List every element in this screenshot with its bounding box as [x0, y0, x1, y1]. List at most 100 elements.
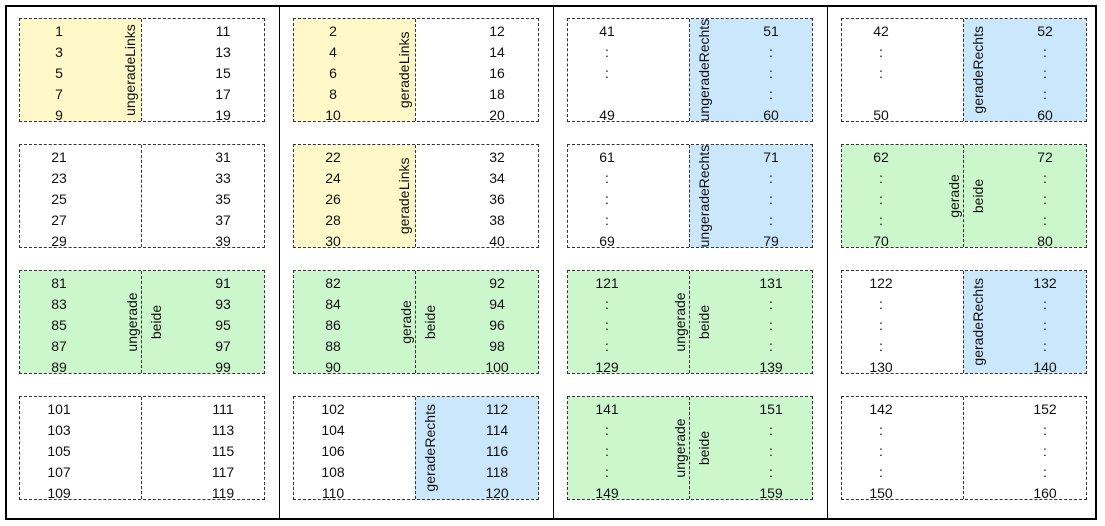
- number-cell: 119: [211, 485, 235, 501]
- side-label: beide: [696, 430, 712, 466]
- number-cell: 3: [55, 44, 63, 60]
- number-cell: 60: [763, 107, 779, 123]
- number-cell: 51: [763, 23, 779, 39]
- number-cell: 160: [1033, 485, 1057, 501]
- number-cell: :: [769, 44, 773, 60]
- number-cell: 6: [329, 65, 337, 81]
- block-right-half: 152:::160: [963, 397, 1086, 501]
- number-cell: 130: [869, 359, 893, 375]
- number-cell: 8: [329, 86, 337, 102]
- number-cell: 117: [211, 464, 235, 480]
- block-left-half: 42:: 50: [842, 19, 964, 123]
- block-right-half: 71:::79 ungerade Rechts: [689, 145, 812, 249]
- number-cell: 25: [51, 191, 67, 207]
- number-cell: 92: [489, 275, 505, 291]
- number-cell: :: [769, 338, 773, 354]
- block-left-half: 21 23 25 27 29: [20, 145, 142, 249]
- number-cell: 105: [47, 443, 71, 459]
- number-cell: 1: [55, 23, 63, 39]
- number-cell: 159: [759, 485, 783, 501]
- number-cell: 33: [215, 170, 231, 186]
- vertical-label: gerade Rechts: [970, 26, 986, 113]
- vertical-label: gerade Rechts: [422, 404, 438, 491]
- left-number-column: 141:::149: [592, 399, 622, 504]
- number-cell: :: [1043, 65, 1047, 81]
- number-cell: :: [605, 170, 609, 186]
- number-cell: 121: [595, 275, 619, 291]
- number-cell: 5: [55, 65, 63, 81]
- number-cell: 81: [51, 275, 67, 291]
- number-cell: :: [769, 464, 773, 480]
- number-cell: :: [605, 212, 609, 228]
- right-number-column: 12 14 16 18 20: [480, 21, 514, 126]
- number-cell: :: [769, 443, 773, 459]
- right-number-column: 71:::79: [754, 147, 788, 252]
- number-cell: :: [1043, 86, 1047, 102]
- block-right-half: 72:::80 beide: [963, 145, 1086, 249]
- side-label: beide: [970, 178, 986, 214]
- number-cell: 29: [51, 233, 67, 249]
- right-number-column: 72:::80: [1028, 147, 1062, 252]
- number-cell: [605, 84, 609, 105]
- number-cell: 95: [215, 317, 231, 333]
- number-cell: 110: [321, 485, 345, 501]
- number-cell: 50: [873, 107, 889, 123]
- block-left-half: 81 83 85 87 89 ungerade: [20, 271, 142, 375]
- block-left-half: 141:::149 ungerade: [568, 397, 690, 501]
- side-label: Rechts: [970, 26, 986, 70]
- left-number-column: 1 3 5 7 9: [44, 21, 74, 126]
- number-cell: 108: [321, 464, 345, 480]
- number-cell: :: [1043, 191, 1047, 207]
- number-cell: 96: [489, 317, 505, 333]
- number-cell: :: [879, 296, 883, 312]
- side-label-box: beide: [696, 431, 712, 465]
- number-cell: 4: [329, 44, 337, 60]
- number-cell: 18: [489, 86, 505, 102]
- side-label: Rechts: [422, 404, 438, 448]
- number-cell: :: [879, 464, 883, 480]
- number-cell: 14: [489, 44, 505, 60]
- number-cell: 142: [869, 401, 893, 417]
- number-cell: 97: [215, 338, 231, 354]
- number-cell: 132: [1033, 275, 1057, 291]
- number-cell: 120: [485, 485, 509, 501]
- parity-label: gerade: [396, 190, 412, 235]
- number-block: 141:::149 ungerade 151:::159 beide: [567, 396, 813, 501]
- number-cell: 83: [51, 296, 67, 312]
- number-block: 81 83 85 87 89 ungerade 91 93 95 97 99 beide: [19, 270, 265, 375]
- number-cell: 101: [47, 401, 71, 417]
- number-cell: 17: [215, 86, 231, 102]
- block-right-half: 11 13 15 17 19: [141, 19, 264, 123]
- number-cell: :: [879, 212, 883, 228]
- number-cell: 140: [1033, 359, 1057, 375]
- parity-label-box: gerade: [946, 174, 962, 218]
- block-left-half: 2 4 6 8 10 gerade Links: [294, 19, 416, 123]
- column-divider: [279, 5, 280, 520]
- parity-label: ungerade: [122, 56, 138, 116]
- number-cell: :: [1043, 464, 1047, 480]
- number-cell: :: [1043, 170, 1047, 186]
- number-cell: :: [605, 44, 609, 60]
- number-cell: 115: [211, 443, 235, 459]
- side-label: beide: [696, 304, 712, 340]
- number-cell: 112: [485, 401, 509, 417]
- side-label: beide: [148, 304, 164, 340]
- vertical-label: gerade Rechts: [970, 278, 986, 365]
- number-cell: :: [1043, 317, 1047, 333]
- vertical-label: ungerade Rechts: [696, 145, 712, 248]
- number-block: 42:: 50 52:::60 gerade Rechts: [841, 18, 1087, 123]
- block-left-half: 102 104 106 108 110: [294, 397, 416, 501]
- number-cell: 60: [1037, 107, 1053, 123]
- block-left-half: 82 84 86 88 90 gerade: [294, 271, 416, 375]
- number-cell: 87: [51, 338, 67, 354]
- number-block: 2 4 6 8 10 gerade Links 12 14 16 18 20: [293, 18, 539, 123]
- number-cell: 12: [489, 23, 505, 39]
- number-cell: 38: [489, 212, 505, 228]
- number-cell: 19: [215, 107, 231, 123]
- parity-label-box: gerade: [398, 300, 414, 344]
- vertical-label: gerade Links: [396, 32, 412, 108]
- number-cell: 141: [595, 401, 619, 417]
- column-divider: [553, 5, 554, 520]
- side-label: Rechts: [970, 278, 986, 322]
- number-cell: 7: [55, 86, 63, 102]
